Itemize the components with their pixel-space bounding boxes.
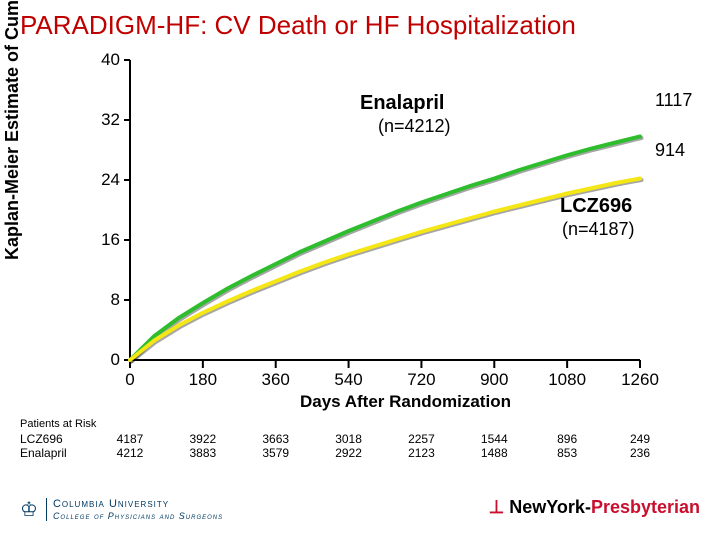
y-tick-label: 8 — [90, 290, 120, 310]
x-tick-label: 540 — [326, 370, 372, 390]
chart-annotation: (n=4187) — [562, 219, 635, 240]
x-tick-label: 0 — [107, 370, 153, 390]
y-tick-label: 40 — [90, 50, 120, 70]
risk-cell: 4187 — [105, 432, 155, 446]
x-tick-label: 900 — [471, 370, 517, 390]
risk-cell: 2922 — [324, 446, 374, 460]
risk-cell: 2257 — [396, 432, 446, 446]
risk-cell: 853 — [542, 446, 592, 460]
risk-cell: 3883 — [178, 446, 228, 460]
crown-icon: ♔ — [20, 497, 38, 522]
x-tick-label: 360 — [253, 370, 299, 390]
patients-at-risk-header: Patients at Risk — [20, 418, 96, 430]
chart-annotation: 1117 — [655, 90, 692, 111]
columbia-logo: ♔ Columbia University College of Physici… — [20, 497, 223, 522]
y-tick-label: 24 — [90, 170, 120, 190]
risk-cell: 236 — [615, 446, 665, 460]
slide-root: PARADIGM-HF: CV Death or HF Hospitalizat… — [0, 0, 720, 540]
x-tick-label: 1080 — [544, 370, 590, 390]
x-tick-label: 720 — [398, 370, 444, 390]
risk-cell: 3579 — [251, 446, 301, 460]
risk-cell: 896 — [542, 432, 592, 446]
risk-cell: 4212 — [105, 446, 155, 460]
y-tick-label: 0 — [90, 350, 120, 370]
risk-row-label: LCZ696 — [20, 432, 63, 446]
risk-cell: 1544 — [469, 432, 519, 446]
chart-annotation: (n=4212) — [378, 116, 451, 137]
y-tick-label: 32 — [90, 110, 120, 130]
nyp-text1: NewYork- — [509, 497, 591, 517]
logo-left-line2: College of Physicians and Surgeons — [53, 511, 223, 522]
risk-row-label: Enalapril — [20, 446, 67, 460]
x-axis-label: Days After Randomization — [300, 392, 511, 412]
chart-annotation: 914 — [655, 140, 685, 161]
risk-cell: 3663 — [251, 432, 301, 446]
nyp-logo: ⊥ NewYork-Presbyterian — [489, 497, 700, 518]
chart-annotation: Enalapril — [360, 92, 444, 115]
x-tick-label: 180 — [180, 370, 226, 390]
chart-annotation: LCZ696 — [560, 195, 632, 218]
risk-cell: 3018 — [324, 432, 374, 446]
risk-cell: 3922 — [178, 432, 228, 446]
risk-cell: 249 — [615, 432, 665, 446]
x-tick-label: 1260 — [617, 370, 663, 390]
nyp-mark: ⊥ — [489, 497, 510, 517]
risk-cell: 1488 — [469, 446, 519, 460]
y-tick-label: 16 — [90, 230, 120, 250]
nyp-text2: Presbyterian — [591, 497, 700, 517]
logo-left-line1: Columbia University — [53, 498, 223, 511]
risk-cell: 2123 — [396, 446, 446, 460]
